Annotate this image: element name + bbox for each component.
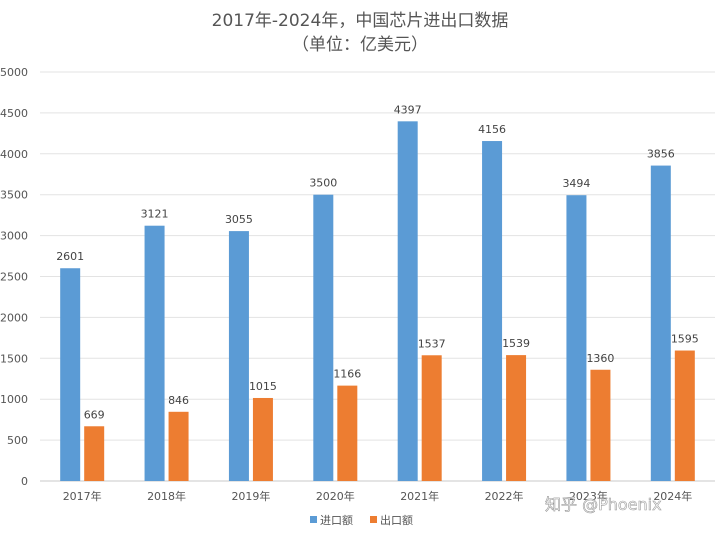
- x-tick-label: 2021年: [400, 489, 439, 503]
- import-value-label: 3121: [141, 208, 169, 221]
- export-bar: [252, 397, 273, 481]
- legend-swatch: [310, 516, 317, 523]
- import-bar: [650, 165, 671, 481]
- import-value-label: 4397: [394, 103, 422, 116]
- legend: 进口额 出口额: [310, 513, 413, 527]
- export-bar: [337, 385, 358, 481]
- y-tick-label: 3000: [0, 230, 28, 243]
- import-bar: [144, 225, 165, 481]
- export-bar: [590, 369, 611, 481]
- y-tick-label: 500: [7, 434, 28, 447]
- import-value-label: 3055: [225, 213, 253, 226]
- x-tick-label: 2023年: [569, 489, 608, 503]
- x-tick-label: 2022年: [485, 489, 524, 503]
- export-value-label: 1537: [418, 337, 446, 350]
- export-bar: [674, 350, 695, 481]
- bars: [60, 121, 695, 482]
- chart-subtitle: （单位：亿美元）: [292, 35, 428, 55]
- legend-label: 出口额: [380, 513, 413, 527]
- import-bar: [397, 121, 418, 481]
- y-tick-label: 3500: [0, 189, 28, 202]
- export-value-label: 846: [168, 394, 189, 407]
- import-value-label: 3500: [309, 177, 337, 190]
- export-bar: [168, 411, 189, 481]
- legend-label: 进口额: [320, 514, 353, 527]
- export-value-label: 1360: [586, 352, 614, 365]
- y-tick-label: 1000: [0, 393, 28, 406]
- export-value-label: 1539: [502, 337, 530, 350]
- import-value-label: 4156: [478, 123, 506, 136]
- y-tick-label: 5000: [0, 66, 28, 79]
- import-bar: [313, 194, 334, 481]
- y-tick-label: 1500: [0, 352, 28, 365]
- export-value-label: 1015: [249, 380, 277, 393]
- chart-title: 2017年-2024年，中国芯片进出口数据: [211, 11, 509, 31]
- export-value-label: 1595: [671, 333, 699, 346]
- x-tick-label: 2018年: [147, 489, 186, 503]
- y-axis-ticks: 0 500 1000 1500 2000 2500 3000 3500 4000 4500 5000: [0, 66, 28, 488]
- y-tick-label: 2000: [0, 311, 28, 324]
- x-tick-label: 2020年: [316, 489, 355, 503]
- import-value-label: 3494: [562, 177, 590, 190]
- x-tick-label: 2017年: [63, 489, 102, 503]
- export-bar: [506, 355, 527, 481]
- export-value-label: 1166: [333, 368, 361, 381]
- import-value-label: 2601: [56, 250, 84, 263]
- import-bar: [566, 195, 587, 481]
- import-value-label: 3856: [647, 148, 675, 161]
- watermark-text: 知乎 @Phoenix: [545, 495, 662, 514]
- export-value-label: 669: [84, 408, 105, 421]
- import-bar: [482, 141, 503, 482]
- x-axis-ticks: 2017年 2018年 2019年 2020年 2021年 2022年 2023年 2024年: [63, 489, 693, 503]
- y-tick-label: 4000: [0, 148, 28, 161]
- export-bar: [84, 426, 105, 481]
- import-bar: [60, 268, 81, 481]
- x-tick-label: 2019年: [231, 489, 270, 503]
- import-bar: [228, 231, 249, 481]
- x-tick-label: 2024年: [653, 489, 692, 503]
- y-tick-label: 2500: [0, 271, 28, 284]
- export-bar: [421, 355, 442, 481]
- data-labels: 2601 669 3121 846 3055 1015 3500 1166 4397 1537 41…: [56, 103, 699, 421]
- legend-swatch: [370, 516, 377, 523]
- y-tick-label: 0: [21, 475, 28, 488]
- y-tick-label: 4500: [0, 107, 28, 120]
- grid-lines: [40, 71, 715, 482]
